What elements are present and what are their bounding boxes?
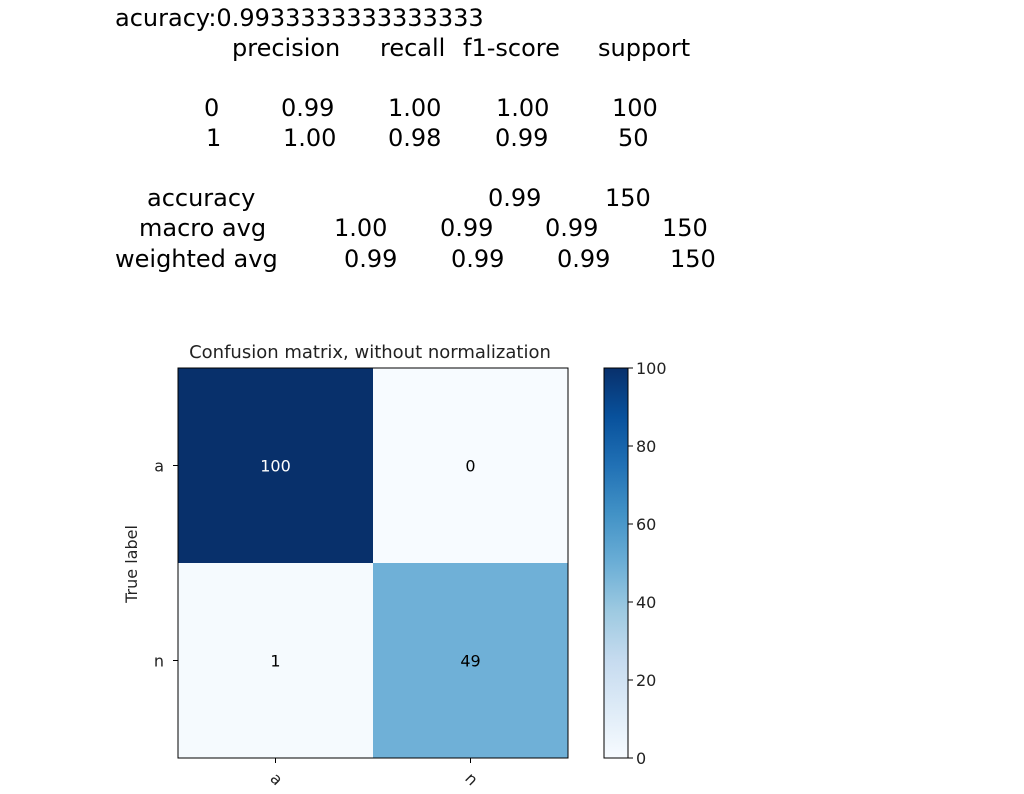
matrix-cell-n-n bbox=[373, 563, 568, 758]
colorbar-tick-label: 80 bbox=[636, 437, 656, 456]
row-0-label: 0 bbox=[204, 94, 220, 122]
chart-title: Confusion matrix, without normalization bbox=[189, 342, 551, 363]
weighted-row-recall: 0.99 bbox=[451, 245, 505, 273]
row-1-support: 50 bbox=[618, 124, 649, 152]
macro-row-f1: 0.99 bbox=[545, 214, 599, 242]
cell-value-label: 49 bbox=[460, 652, 480, 671]
macro-row-support: 150 bbox=[662, 214, 708, 242]
report-header-precision: precision bbox=[232, 34, 341, 62]
macro-row-precision: 1.00 bbox=[334, 214, 388, 242]
cell-value-label: 1 bbox=[270, 652, 280, 671]
colorbar-tick-label: 100 bbox=[636, 359, 667, 378]
report-header-recall: recall bbox=[380, 34, 446, 62]
matrix-cell-n-a bbox=[178, 563, 373, 758]
x-tick-label: a bbox=[266, 769, 286, 789]
x-tick-label: n bbox=[461, 769, 482, 790]
row-1-f1: 0.99 bbox=[495, 124, 549, 152]
cell-value-label: 100 bbox=[260, 457, 291, 476]
colorbar-tick-label: 60 bbox=[636, 515, 656, 534]
colorbar-ticks: 0 20 40 60 80 100 bbox=[628, 359, 667, 768]
row-0-recall: 1.00 bbox=[388, 94, 442, 122]
row-1-label: 1 bbox=[206, 124, 222, 152]
accuracy-row-f1: 0.99 bbox=[488, 184, 542, 212]
row-0-f1: 1.00 bbox=[496, 94, 550, 122]
accuracy-row-label: accuracy bbox=[147, 184, 256, 212]
accuracy-line: acuracy:0.9933333333333333 bbox=[115, 4, 484, 32]
macro-row-label: macro avg bbox=[139, 214, 267, 242]
colorbar-tick-label: 40 bbox=[636, 593, 656, 612]
weighted-row-precision: 0.99 bbox=[344, 245, 398, 273]
matrix-cell-a-n bbox=[373, 368, 568, 563]
row-1-precision: 1.00 bbox=[283, 124, 337, 152]
colorbar bbox=[603, 367, 629, 759]
y-tick-label: n bbox=[154, 652, 164, 671]
row-0-support: 100 bbox=[612, 94, 658, 122]
row-0-precision: 0.99 bbox=[281, 94, 335, 122]
weighted-row-label: weighted avg bbox=[115, 245, 278, 273]
weighted-row-support: 150 bbox=[670, 245, 716, 273]
macro-row-recall: 0.99 bbox=[440, 214, 494, 242]
cell-value-label: 0 bbox=[465, 457, 475, 476]
colorbar-tick-label: 20 bbox=[636, 671, 656, 690]
report-header-support: support bbox=[598, 34, 691, 62]
weighted-row-f1: 0.99 bbox=[557, 245, 611, 273]
report-header-f1: f1-score bbox=[463, 34, 560, 62]
y-axis-label: True label bbox=[122, 525, 141, 604]
plot-frame bbox=[177, 367, 569, 759]
colorbar-tick-label: 0 bbox=[636, 749, 646, 768]
accuracy-row-support: 150 bbox=[605, 184, 651, 212]
row-1-recall: 0.98 bbox=[388, 124, 442, 152]
y-tick-label: a bbox=[154, 457, 164, 476]
matrix-cells: 100 0 1 49 bbox=[178, 368, 568, 758]
matrix-cell-a-a bbox=[178, 368, 373, 563]
